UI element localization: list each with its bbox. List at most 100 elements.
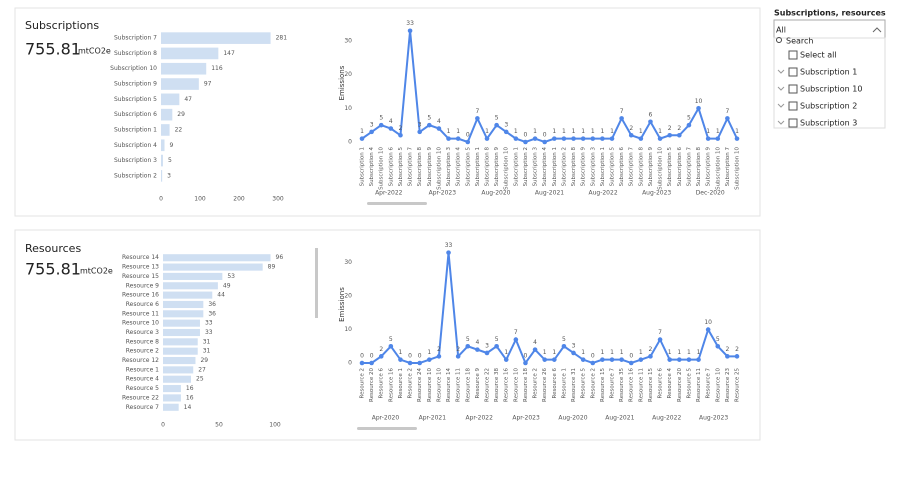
x-tick-label: Subscription 5	[667, 147, 673, 187]
data-label: 27	[198, 366, 206, 373]
data-label: 4	[475, 339, 479, 346]
data-label: 1	[485, 128, 489, 135]
x-group-label: Apr-2022	[375, 190, 403, 197]
scrollbar[interactable]	[315, 248, 318, 318]
y-tick-label: 20	[344, 71, 352, 78]
data-label: 33	[406, 20, 414, 27]
data-label: 33	[205, 320, 213, 327]
point	[715, 343, 721, 349]
data-label: 5	[168, 157, 172, 164]
bar	[161, 139, 165, 152]
slicer-search[interactable]: Search	[786, 37, 813, 46]
x-tick-label: Resource 18	[523, 368, 529, 402]
data-label: 89	[268, 264, 276, 271]
x-group-label: Aug-2021	[535, 190, 564, 197]
data-label: 29	[177, 111, 185, 118]
bar-label: Subscription 7	[114, 35, 157, 42]
checkbox[interactable]	[788, 118, 798, 128]
checkbox[interactable]	[788, 50, 798, 60]
data-label: 1	[456, 128, 460, 135]
bar	[163, 403, 179, 411]
slicer-item[interactable]: Subscription 1	[800, 68, 857, 77]
point	[705, 327, 711, 332]
data-label: 9	[170, 142, 174, 149]
x-tick-label: Resource 18	[465, 368, 471, 402]
bar-label: Subscription 6	[114, 111, 157, 118]
x-tick-label: Subscription 3	[590, 147, 596, 187]
point	[696, 357, 701, 362]
bar-label: Subscription 8	[114, 50, 157, 57]
x-tick-label: Subscription 4	[542, 147, 548, 187]
data-label: 0	[360, 353, 364, 360]
bar	[161, 32, 271, 44]
x-tick-label: Subscription 9	[494, 146, 500, 186]
bar	[163, 394, 181, 402]
slicer-dropdown[interactable]	[773, 19, 886, 39]
checkbox[interactable]	[788, 84, 798, 94]
x-tick-label: Resource 9	[475, 368, 481, 399]
bar-label: Subscription 5	[114, 96, 157, 103]
bar	[163, 254, 271, 262]
slicer-item[interactable]: Select all	[800, 51, 837, 60]
x-tick-label: 100	[194, 196, 206, 203]
bar	[163, 375, 191, 383]
point	[638, 136, 644, 141]
data-label: 5	[427, 115, 431, 122]
x-tick-label: 0	[161, 422, 165, 429]
point	[734, 354, 740, 359]
x-tick-label: Subscription 10	[658, 147, 664, 190]
data-label: 1	[562, 128, 566, 135]
x-tick-label: Resource 10	[436, 368, 442, 402]
data-label: 1	[552, 349, 556, 356]
data-label: 2	[437, 346, 441, 353]
point	[455, 354, 461, 359]
bar-label: Subscription 9	[114, 81, 157, 88]
x-tick-label: Subscription 5	[398, 147, 404, 187]
data-label: 1	[399, 349, 403, 356]
scrollbar[interactable]	[357, 427, 417, 430]
x-tick-label: Resource 11	[456, 368, 462, 402]
data-label: 49	[223, 282, 231, 289]
x-tick-label: Resource 23	[725, 368, 731, 402]
point	[696, 105, 701, 111]
bar	[163, 347, 198, 355]
x-tick-label: Resource 14	[446, 368, 452, 402]
bar	[163, 338, 198, 346]
x-tick-label: Subscription 10	[504, 147, 510, 190]
checkbox[interactable]	[788, 67, 798, 77]
x-tick-label: Resource 1	[398, 368, 404, 398]
checkbox[interactable]	[788, 101, 798, 111]
bar-label: Resource 10	[122, 320, 159, 327]
x-tick-label: Resource 15	[600, 368, 606, 402]
data-label: 116	[211, 65, 223, 72]
scrollbar[interactable]	[367, 202, 427, 205]
slicer-item[interactable]: Subscription 3	[800, 119, 857, 128]
x-group-label: Aug-2022	[652, 415, 681, 422]
bar-label: Resource 8	[126, 338, 159, 345]
slicer-item[interactable]: Subscription 2	[800, 102, 857, 111]
x-tick-label: Resource 20	[369, 368, 375, 402]
data-label: 31	[203, 338, 211, 345]
x-tick-label: Resource 10	[715, 368, 721, 402]
data-label: 1	[620, 349, 624, 356]
bar-label: Resource 13	[122, 264, 159, 271]
x-tick-label: Resource 2	[533, 368, 539, 398]
x-tick-label: Subscription 7	[408, 147, 414, 187]
data-label: 1	[552, 128, 556, 135]
x-tick-label: Subscription 1	[552, 147, 558, 186]
x-tick-label: Resource 25	[735, 368, 741, 402]
bar-label: Resource 11	[122, 310, 159, 317]
data-label: 0	[418, 353, 422, 360]
data-label: 2	[649, 346, 653, 353]
data-label: 16	[186, 385, 194, 392]
x-tick-label: Resource 16	[629, 368, 635, 402]
bar-label: Subscription 1	[114, 126, 157, 133]
data-label: 147	[223, 50, 235, 57]
point	[628, 360, 634, 366]
data-label: 3	[504, 121, 508, 128]
point	[455, 136, 461, 141]
y-tick-label: 10	[344, 326, 352, 333]
point	[532, 136, 538, 141]
point	[552, 357, 557, 362]
slicer-item[interactable]: Subscription 10	[800, 85, 862, 94]
